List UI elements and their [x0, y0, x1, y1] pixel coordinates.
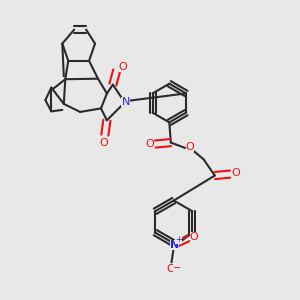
- Text: O: O: [166, 264, 175, 274]
- Text: +: +: [176, 235, 182, 244]
- Text: O: O: [190, 232, 199, 242]
- Text: N: N: [122, 98, 130, 107]
- Text: O: O: [100, 138, 109, 148]
- Text: O: O: [231, 168, 240, 178]
- Text: O: O: [146, 139, 154, 149]
- Text: O: O: [186, 142, 194, 152]
- Text: N: N: [170, 240, 179, 250]
- Text: −: −: [173, 263, 181, 273]
- Text: O: O: [118, 62, 127, 72]
